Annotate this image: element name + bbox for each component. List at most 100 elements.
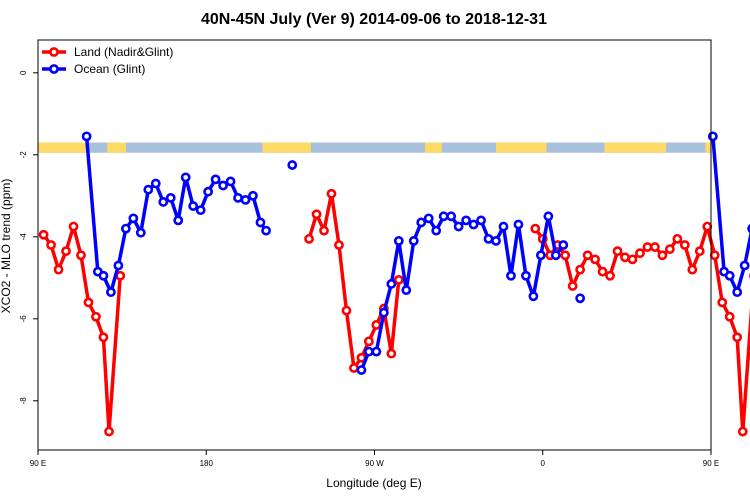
x-tick-label: 90 W [365, 459, 384, 468]
data-point [431, 225, 442, 236]
series-line [307, 192, 401, 370]
data-point [575, 293, 586, 304]
land-strip-segment [38, 142, 87, 153]
data-point [46, 240, 56, 250]
data-point [319, 225, 329, 236]
data-point [261, 225, 271, 236]
data-point [61, 246, 71, 257]
data-point [438, 211, 449, 222]
data-point [401, 285, 412, 295]
data-point [233, 192, 243, 203]
data-point [81, 131, 92, 142]
data-point [143, 184, 154, 195]
data-point [620, 252, 630, 263]
data-point [210, 174, 221, 185]
data-point [173, 215, 184, 226]
data-point [446, 211, 457, 222]
data-point [393, 274, 404, 285]
data-point [627, 254, 638, 265]
data-point [326, 188, 337, 199]
data-point [371, 320, 382, 330]
data-point [408, 235, 419, 246]
data-point [530, 223, 541, 234]
data-point [104, 426, 114, 437]
data-point [287, 160, 298, 170]
data-point [535, 250, 546, 261]
data-point [135, 227, 146, 238]
data-point [128, 213, 139, 224]
data-point [180, 172, 191, 183]
data-point [694, 246, 705, 257]
data-point [334, 240, 344, 250]
data-point [498, 221, 509, 232]
data-point [672, 233, 683, 244]
data-point [724, 311, 735, 322]
data-point [550, 250, 561, 261]
data-point [597, 266, 608, 277]
data-point [416, 217, 427, 228]
data-point [53, 264, 64, 275]
x-tick-label: 180 [200, 459, 214, 468]
x-tick-label: 90 E [703, 459, 719, 468]
data-point [371, 346, 382, 357]
data-point [732, 287, 743, 298]
data-point [575, 264, 586, 275]
data-point [612, 246, 623, 257]
data-point [709, 250, 720, 261]
data-point [506, 270, 516, 281]
series-ocean [81, 131, 750, 375]
land-strip-segment [705, 142, 711, 153]
data-point [195, 205, 206, 216]
data-point [724, 270, 735, 281]
data-point [582, 250, 593, 261]
data-point [468, 219, 479, 230]
land-strip-segment [107, 142, 126, 153]
plot-area: 90 E 180 90 W 0 90 E 0 -2 -4 -6 -8 Land (Nadir&Gli… [19, 39, 750, 468]
data-point [717, 297, 728, 308]
data-point [38, 229, 49, 240]
data-point [150, 178, 161, 189]
plot-frame [37, 39, 712, 451]
data-point [356, 365, 367, 375]
data-point [737, 426, 748, 437]
ocean-strip [38, 142, 711, 153]
y-tick-label: -8 [19, 397, 28, 405]
legend-marker [49, 47, 59, 57]
data-point [218, 180, 228, 191]
data-point [255, 217, 266, 228]
data-point [707, 131, 718, 142]
data-point [363, 346, 374, 357]
data-point [461, 215, 472, 226]
data-point [304, 233, 314, 244]
data-point [165, 192, 176, 203]
legend-label: Land (Nadir&Glint) [74, 45, 173, 59]
land-strip-segment [262, 142, 311, 153]
data-point [423, 213, 434, 224]
land-strip-segment [424, 142, 442, 153]
series-land [38, 188, 750, 437]
data-point [386, 348, 397, 359]
y-tick-label: -2 [19, 151, 28, 159]
data-point [635, 248, 645, 259]
series-line [84, 136, 268, 294]
y-axis-label: XCO2 - MLO trend (ppm) [0, 179, 13, 314]
data-point [120, 223, 131, 234]
data-point [393, 235, 404, 246]
data-point [349, 363, 359, 373]
land-strip-segment [496, 142, 547, 153]
data-point [521, 270, 531, 281]
data-point [98, 270, 109, 281]
y-tick-label: 0 [19, 70, 28, 75]
data-point [203, 186, 214, 197]
data-point [248, 190, 258, 201]
data-point [188, 201, 199, 211]
data-point [528, 291, 539, 302]
data-point [605, 270, 615, 281]
x-axis-label: Longitude (deg E) [326, 476, 421, 490]
data-point [739, 260, 750, 271]
data-point [98, 332, 109, 343]
data-point [664, 244, 675, 254]
data-point [225, 176, 236, 187]
data-point [650, 242, 660, 252]
